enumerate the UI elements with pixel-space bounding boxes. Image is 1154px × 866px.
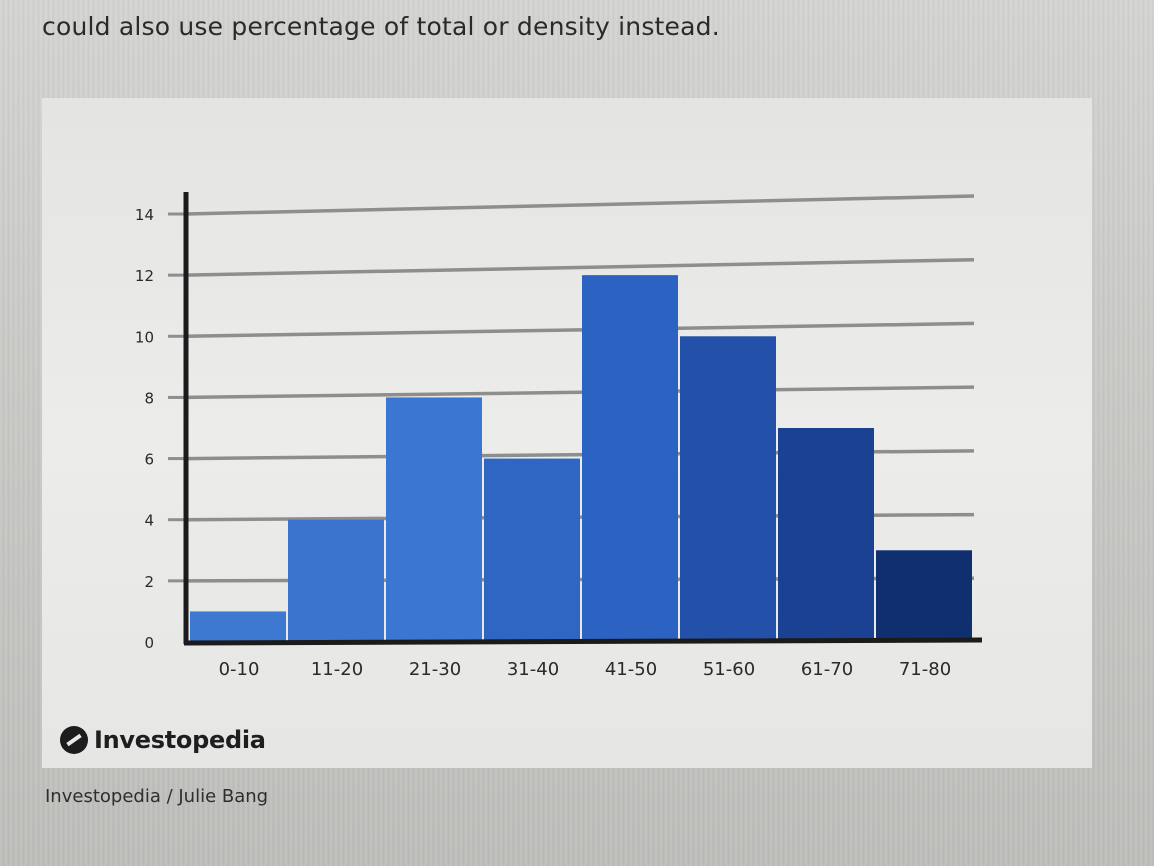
- histogram-bar: [484, 458, 580, 642]
- histogram-bar: [778, 428, 874, 642]
- brand-logo: Investopedia: [60, 726, 266, 754]
- histogram-bar: [876, 550, 972, 642]
- histogram-bar: [680, 336, 776, 642]
- y-tick-label: 4: [144, 512, 154, 530]
- gridline: [185, 385, 975, 400]
- image-credit: Investopedia / Julie Bang: [45, 786, 269, 807]
- y-tick-label: 6: [144, 451, 154, 469]
- histogram-bar: [386, 397, 482, 642]
- x-tick-label: 31-40: [507, 659, 559, 680]
- histogram-bar: [190, 611, 286, 642]
- brand-name: Investopedia: [94, 726, 266, 754]
- gridline: [185, 321, 975, 339]
- y-tick-label: 0: [144, 634, 154, 652]
- x-tick-label: 11-20: [311, 659, 363, 680]
- y-tick-label: 8: [144, 389, 154, 407]
- histogram-bar: [582, 275, 678, 642]
- x-tick-label: 51-60: [703, 659, 755, 680]
- x-tick-label: 61-70: [801, 659, 853, 680]
- y-tick-label: 14: [135, 206, 154, 224]
- investopedia-logo-icon: [60, 726, 88, 754]
- y-tick-label: 12: [135, 267, 154, 285]
- x-tick-label: 41-50: [605, 659, 657, 680]
- x-axis: [183, 637, 983, 646]
- intro-text: could also use percentage of total or de…: [42, 12, 720, 41]
- histogram-bar: [288, 519, 384, 642]
- gridline: [185, 194, 975, 216]
- x-tick-label: 0-10: [219, 659, 260, 680]
- y-tick-label: 10: [135, 328, 154, 346]
- gridline: [185, 257, 975, 277]
- chart-panel: [42, 98, 1092, 768]
- x-tick-label: 71-80: [899, 659, 951, 680]
- x-tick-label: 21-30: [409, 659, 461, 680]
- y-tick-label: 2: [144, 573, 154, 591]
